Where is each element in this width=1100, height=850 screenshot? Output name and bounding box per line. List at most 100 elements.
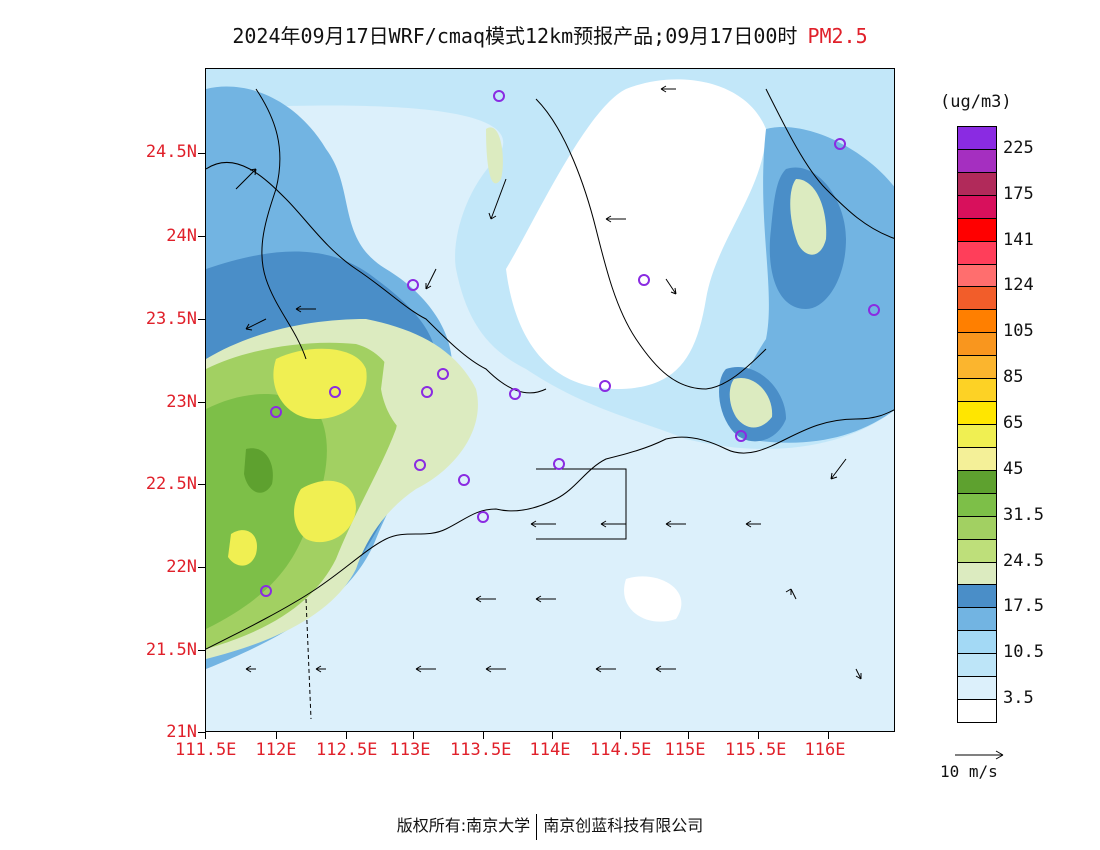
pollutant-label: PM2.5: [807, 24, 868, 48]
colorbar-swatch: [957, 515, 997, 540]
colorbar-label: 45: [1003, 458, 1024, 479]
lon-tick: [413, 732, 414, 739]
colorbar-swatch: [957, 148, 997, 173]
band-45plus-west: [244, 448, 273, 493]
lat-tick-label: 23.5N: [145, 309, 197, 329]
title-text: 2024年09月17日WRF/cmaq模式12km预报产品;09月17日00时: [232, 24, 798, 48]
wind-vectors: [235, 85, 862, 680]
lon-tick: [828, 732, 829, 739]
lon-tick: [276, 732, 277, 739]
lat-tick: [198, 484, 205, 485]
lon-tick-label: 112E: [255, 740, 297, 760]
colorbar-label: 17.5: [1003, 596, 1044, 617]
lon-tick: [688, 732, 689, 739]
hk-border: [536, 468, 627, 540]
clean-zone-sea: [624, 576, 682, 622]
coastline: [206, 409, 894, 650]
lat-tick: [198, 567, 205, 568]
yellow-patch-3: [228, 530, 257, 566]
lon-tick: [620, 732, 621, 739]
clean-zone-north-overlay: [506, 79, 766, 390]
station-markers: [260, 90, 880, 597]
yellow-patch-1: [273, 348, 367, 419]
colorbar-swatch: [957, 492, 997, 517]
north-patch: [486, 127, 503, 184]
yellow-patch-2: [294, 480, 356, 543]
colorbar-units: (ug/m3): [940, 92, 1012, 112]
colorbar-label: 10.5: [1003, 642, 1044, 663]
pm25-field: [206, 69, 894, 731]
footer-separator: [536, 813, 538, 840]
copyright-right: 南京创蓝科技有限公司: [543, 816, 704, 835]
lon-tick: [758, 732, 759, 739]
lat-tick: [198, 650, 205, 651]
colorbar-swatch: [957, 676, 997, 701]
lon-tick-label: 114E: [529, 740, 571, 760]
prd-center: [381, 347, 460, 449]
colorbar-swatch: [957, 355, 997, 380]
colorbar-label: 85: [1003, 367, 1024, 388]
colorbar-label: 105: [1003, 321, 1034, 342]
colorbar-swatch: [957, 171, 997, 196]
colorbar-swatch: [957, 126, 997, 150]
map-title: 2024年09月17日WRF/cmaq模式12km预报产品;09月17日00时 P…: [0, 20, 1100, 49]
band-17-5-east: [790, 179, 827, 255]
colorbar-label: 124: [1003, 275, 1034, 296]
band-17-5-coast-east: [729, 377, 773, 428]
colorbar-swatch: [957, 699, 997, 723]
lat-tick: [198, 236, 205, 237]
lat-tick: [198, 402, 205, 403]
colorbar-label: 3.5: [1003, 688, 1034, 709]
band-45-west: [206, 394, 327, 629]
colorbar-swatch: [957, 630, 997, 655]
colorbar-swatch: [957, 401, 997, 425]
colorbar-label: 141: [1003, 229, 1034, 250]
colorbar-swatch: [957, 240, 997, 265]
lon-tick: [346, 732, 347, 739]
colorbar-swatch: [957, 309, 997, 334]
lon-tick-label: 115.5E: [725, 740, 787, 760]
colorbar-swatch: [957, 378, 997, 403]
lon-tick-label: 112.5E: [316, 740, 378, 760]
colorbar-swatch: [957, 194, 997, 219]
province-border-4: [255, 88, 307, 360]
lon-tick-label: 116E: [804, 740, 846, 760]
colorbar-swatch: [957, 332, 997, 357]
lat-tick: [198, 153, 205, 154]
colorbar-swatch: [957, 263, 997, 288]
lat-tick-label: 24.5N: [145, 142, 197, 162]
lon-tick: [205, 732, 206, 739]
colorbar-label: 225: [1003, 137, 1034, 158]
lon-tick-label: 114.5E: [590, 740, 652, 760]
colorbar-swatch: [957, 653, 997, 678]
copyright-footer: 版权所有:南京大学 南京创蓝科技有限公司: [0, 812, 1100, 840]
province-border-2: [535, 98, 767, 390]
lat-tick: [198, 319, 205, 320]
colorbar-swatch: [957, 446, 997, 471]
forecast-map: [205, 68, 895, 732]
lon-tick: [552, 732, 553, 739]
lat-tick: [198, 732, 205, 733]
lat-tick-label: 22.5N: [145, 474, 197, 494]
colorbar-swatch: [957, 286, 997, 311]
lat-tick-label: 23N: [166, 392, 197, 412]
lon-tick-label: 113.5E: [450, 740, 512, 760]
lat-tick-label: 21.5N: [145, 640, 197, 660]
copyright-left: 版权所有:南京大学: [396, 816, 531, 835]
province-border-3: [765, 88, 894, 239]
lon-tick-label: 113E: [389, 740, 431, 760]
colorbar-swatch: [957, 561, 997, 586]
lon-tick: [483, 732, 484, 739]
colorbar-swatch: [957, 607, 997, 632]
lon-tick-label: 115E: [664, 740, 706, 760]
island-boundary: [305, 598, 312, 720]
lat-tick-label: 24N: [166, 226, 197, 246]
colorbar-swatch: [957, 538, 997, 563]
colorbar-label: 65: [1003, 413, 1024, 433]
colorbar-label: 24.5: [1003, 550, 1044, 571]
colorbar-swatch: [957, 469, 997, 494]
wind-reference-label: 10 m/s: [940, 762, 998, 781]
colorbar-label: 175: [1003, 183, 1034, 204]
colorbar-label: 31.5: [1003, 504, 1044, 525]
lat-tick-label: 21N: [166, 722, 197, 742]
